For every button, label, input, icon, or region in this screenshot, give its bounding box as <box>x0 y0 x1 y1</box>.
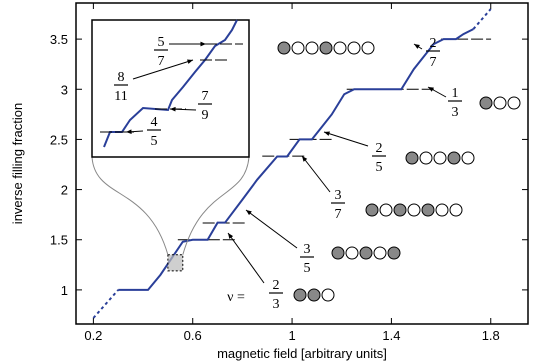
arrow-2-5 <box>323 131 369 147</box>
electrons-3-7-empty <box>449 203 463 217</box>
electrons-1-3-filled <box>479 96 493 110</box>
fraction-3-7-numerator: 3 <box>335 188 342 203</box>
zoom-region <box>167 254 184 272</box>
inset-fraction-4-5-denominator: 5 <box>151 134 158 149</box>
curve-dotted-end <box>472 8 492 30</box>
electrons-1-3-empty <box>493 96 507 110</box>
electrons-3-5-empty <box>373 246 387 260</box>
electrons-2-7-filled <box>319 41 333 55</box>
fraction-2-5-denominator: 5 <box>376 160 383 175</box>
electrons-3-5-filled <box>331 246 345 260</box>
x-axis-label: magnetic field [arbitrary units] <box>217 346 387 361</box>
fraction-1-3-numerator: 1 <box>452 86 459 101</box>
electrons-3-5-filled <box>387 246 401 260</box>
electrons-2-7-filled <box>277 41 291 55</box>
y-tick-label: 3.5 <box>50 32 68 47</box>
fraction-3-5-numerator: 3 <box>304 242 311 257</box>
inset-arrow-5-7-head <box>200 41 206 47</box>
electrons-2-5-empty <box>461 151 475 165</box>
arrow-2-3-head <box>228 233 234 239</box>
arrow-3-5-head <box>246 210 252 216</box>
electrons-3-7-empty <box>379 203 393 217</box>
y-tick-label: 3 <box>61 82 68 97</box>
electrons-2-5-empty <box>433 151 447 165</box>
inset-fraction-5-7-numerator: 5 <box>158 35 165 50</box>
fraction-2-3-numerator: 2 <box>273 278 280 293</box>
y-tick-label: 2.5 <box>50 132 68 147</box>
curve-dotted-start <box>92 289 119 319</box>
inset-arrow-4-5-head <box>126 129 132 135</box>
electrons-1-3-empty <box>507 96 521 110</box>
electrons-3-5-empty <box>345 246 359 260</box>
electrons-3-7-empty <box>435 203 449 217</box>
electrons-3-7-filled <box>393 203 407 217</box>
y-tick-label: 1.5 <box>50 233 68 248</box>
plot-frame <box>75 2 529 325</box>
inset-fraction-7-9-numerator: 7 <box>202 89 209 104</box>
fraction-2-7-numerator: 2 <box>430 36 437 51</box>
inset-curve <box>103 19 238 148</box>
electrons-2-3-filled <box>293 288 307 302</box>
x-tick-label: 1 <box>288 328 295 343</box>
inset-panel <box>91 19 250 158</box>
electrons-2-7-empty <box>361 41 375 55</box>
inset-arrow-7-9-head <box>170 106 176 112</box>
arrow-2-3 <box>227 232 265 284</box>
y-tick-label: 2 <box>61 183 68 198</box>
electrons-2-5-filled <box>447 151 461 165</box>
arrow-3-7-head <box>302 156 308 162</box>
electrons-2-7-empty <box>333 41 347 55</box>
inset-arrow-8-11 <box>132 59 194 80</box>
x-tick-label: 0.2 <box>84 328 102 343</box>
electrons-2-5-empty <box>419 151 433 165</box>
y-axis-label: inverse filling fraction <box>10 103 25 224</box>
arrow-1-3-head <box>428 87 434 92</box>
fraction-1-3-denominator: 3 <box>452 105 459 120</box>
x-tick-label: 1.8 <box>482 328 500 343</box>
electrons-3-7-filled <box>421 203 435 217</box>
inset-fraction-7-9-denominator: 9 <box>202 108 209 123</box>
magnifier-right-line <box>182 156 250 255</box>
electrons-2-7-empty <box>291 41 305 55</box>
inset-fraction-8-11-denominator: 11 <box>114 89 127 104</box>
arrow-2-7-head <box>414 44 420 49</box>
inset-arrow-8-11-head <box>187 59 193 64</box>
arrow-3-7 <box>301 155 331 193</box>
x-tick-label: 0.6 <box>184 328 202 343</box>
fraction-3-7-denominator: 7 <box>335 207 342 222</box>
y-tick-label: 1 <box>61 283 68 298</box>
electrons-3-5-filled <box>359 246 373 260</box>
electrons-2-7-empty <box>347 41 361 55</box>
x-tick-label: 1.4 <box>382 328 400 343</box>
fraction-2-3-denominator: 3 <box>273 297 280 312</box>
fraction-2-7-denominator: 7 <box>430 55 437 70</box>
inset-fraction-8-11-numerator: 8 <box>118 70 125 85</box>
fraction-2-3-prefix: ν = <box>227 290 245 305</box>
electrons-3-7-empty <box>407 203 421 217</box>
fraction-3-5-denominator: 5 <box>304 261 311 276</box>
inset-fraction-4-5-numerator: 4 <box>151 115 158 130</box>
fraction-2-5-numerator: 2 <box>376 141 383 156</box>
electrons-2-7-empty <box>305 41 319 55</box>
magnetization-curve <box>118 28 474 291</box>
electrons-2-3-empty <box>321 288 335 302</box>
electrons-3-7-filled <box>365 203 379 217</box>
magnifier-left-line <box>91 156 169 255</box>
arrow-2-5-head <box>324 131 330 136</box>
arrow-3-5 <box>245 209 298 249</box>
inset-fraction-5-7-denominator: 7 <box>158 54 165 69</box>
electrons-2-5-filled <box>405 151 419 165</box>
electrons-2-3-filled <box>307 288 321 302</box>
